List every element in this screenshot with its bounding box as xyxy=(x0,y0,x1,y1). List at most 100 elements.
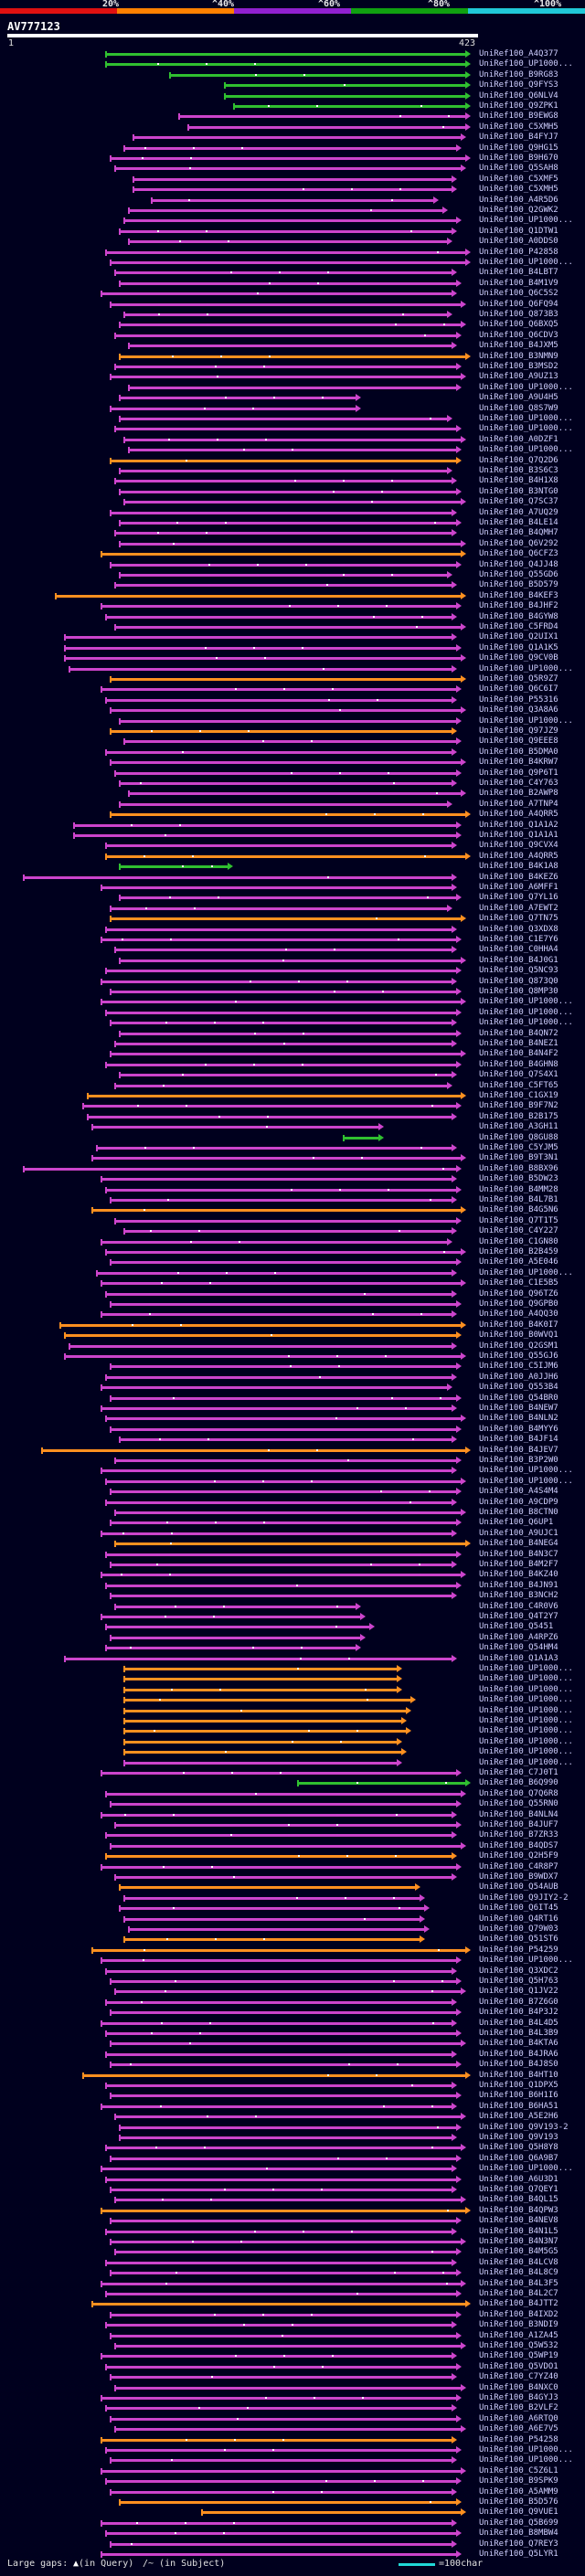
hit-label[interactable]: UniRef100_P42858 xyxy=(479,248,558,257)
hit-label[interactable]: UniRef100_Q5SAH8 xyxy=(479,164,558,173)
hit-row[interactable]: UniRef100_B4P3J2 xyxy=(0,2008,585,2017)
hit-row[interactable]: UniRef100_Q1DPX5 xyxy=(0,2081,585,2090)
hit-label[interactable]: UniRef100_B4LCV8 xyxy=(479,2258,558,2267)
hit-row[interactable]: UniRef100_UP1000... xyxy=(0,1268,585,1277)
hit-row[interactable]: UniRef100_Q9HG15 xyxy=(0,143,585,153)
hit-row[interactable]: UniRef100_B4GYW8 xyxy=(0,612,585,621)
hit-row[interactable]: UniRef100_Q5B699 xyxy=(0,2518,585,2528)
hit-row[interactable]: UniRef100_C1E7Y6 xyxy=(0,935,585,944)
hit-row[interactable]: UniRef100_C4R0V6 xyxy=(0,1602,585,1611)
hit-label[interactable]: UniRef100_UP1000... xyxy=(479,1018,573,1027)
hit-label[interactable]: UniRef100_A4S4M4 xyxy=(479,1487,558,1496)
hit-row[interactable]: UniRef100_UP1000... xyxy=(0,1466,585,1475)
hit-label[interactable]: UniRef100_A4QRR5 xyxy=(479,810,558,819)
hit-label[interactable]: UniRef100_C4Y763 xyxy=(479,779,558,788)
hit-row[interactable]: UniRef100_P54259 xyxy=(0,1945,585,1955)
hit-row[interactable]: UniRef100_C5Z6L1 xyxy=(0,2466,585,2475)
hit-row[interactable]: UniRef100_Q1A1A3 xyxy=(0,1654,585,1663)
hit-label[interactable]: UniRef100_Q4T2Y7 xyxy=(479,1612,558,1621)
hit-row[interactable]: UniRef100_C5XMF5 xyxy=(0,175,585,184)
hit-label[interactable]: UniRef100_UP1000... xyxy=(479,1706,573,1715)
hit-label[interactable]: UniRef100_Q6NLV4 xyxy=(479,91,558,101)
hit-row[interactable]: UniRef100_Q7Q6R8 xyxy=(0,1789,585,1798)
hit-label[interactable]: UniRef100_B4L7B1 xyxy=(479,1195,558,1204)
hit-row[interactable]: UniRef100_B9SPK9 xyxy=(0,2476,585,2486)
hit-row[interactable]: UniRef100_B4N3C7 xyxy=(0,1550,585,1559)
hit-row[interactable]: UniRef100_UP1000... xyxy=(0,997,585,1006)
hit-label[interactable]: UniRef100_B4N3C7 xyxy=(479,1550,558,1559)
hit-label[interactable]: UniRef100_B4K0I7 xyxy=(479,1320,558,1330)
hit-label[interactable]: UniRef100_B4JF14 xyxy=(479,1435,558,1444)
hit-label[interactable]: UniRef100_Q6C6I7 xyxy=(479,684,558,694)
hit-label[interactable]: UniRef100_B4MM28 xyxy=(479,1185,558,1194)
hit-row[interactable]: UniRef100_B3P2W0 xyxy=(0,1456,585,1465)
hit-row[interactable]: UniRef100_UP1000... xyxy=(0,1477,585,1486)
hit-label[interactable]: UniRef100_Q6BXQ5 xyxy=(479,320,558,329)
hit-row[interactable]: UniRef100_Q9VUE1 xyxy=(0,2507,585,2517)
hit-row[interactable]: UniRef100_B4L3B9 xyxy=(0,2029,585,2038)
hit-row[interactable]: UniRef100_Q9EEE8 xyxy=(0,737,585,746)
hit-label[interactable]: UniRef100_A6MFF1 xyxy=(479,883,558,892)
hit-row[interactable]: UniRef100_UP1000... xyxy=(0,1956,585,1965)
hit-row[interactable]: UniRef100_B4MYY6 xyxy=(0,1425,585,1434)
hit-row[interactable]: UniRef100_B3NCH2 xyxy=(0,1591,585,1600)
hit-row[interactable]: UniRef100_A4S4M4 xyxy=(0,1487,585,1496)
hit-row[interactable]: UniRef100_A3GH11 xyxy=(0,1122,585,1131)
hit-row[interactable]: UniRef100_UP1000... xyxy=(0,59,585,69)
hit-label[interactable]: UniRef100_P54258 xyxy=(479,2435,558,2444)
hit-row[interactable]: UniRef100_Q1A1K5 xyxy=(0,643,585,652)
hit-row[interactable]: UniRef100_Q54AUB xyxy=(0,1882,585,1892)
hit-label[interactable]: UniRef100_B6H1I6 xyxy=(479,2091,558,2100)
hit-row[interactable]: UniRef100_P54258 xyxy=(0,2435,585,2444)
hit-row[interactable]: UniRef100_B4JHF2 xyxy=(0,601,585,610)
hit-label[interactable]: UniRef100_B3NMN9 xyxy=(479,352,558,361)
hit-label[interactable]: UniRef100_C4R8P7 xyxy=(479,1862,558,1871)
hit-label[interactable]: UniRef100_Q9FYS3 xyxy=(479,80,558,90)
hit-label[interactable]: UniRef100_Q8S7W9 xyxy=(479,404,558,413)
hit-label[interactable]: UniRef100_UP1000... xyxy=(479,1737,573,1746)
hit-row[interactable]: UniRef100_B3NMN9 xyxy=(0,352,585,361)
hit-row[interactable]: UniRef100_UP1000... xyxy=(0,664,585,673)
hit-row[interactable]: UniRef100_B4JUF7 xyxy=(0,1820,585,1829)
hit-label[interactable]: UniRef100_B9T3N1 xyxy=(479,1153,558,1162)
hit-row[interactable]: UniRef100_A0DZF1 xyxy=(0,435,585,444)
hit-row[interactable]: UniRef100_C4Y763 xyxy=(0,779,585,788)
hit-row[interactable]: UniRef100_Q55RN0 xyxy=(0,1799,585,1808)
hit-label[interactable]: UniRef100_UP1000... xyxy=(479,424,573,433)
hit-label[interactable]: UniRef100_B4J8S0 xyxy=(479,2060,558,2069)
hit-row[interactable]: UniRef100_A6E7V5 xyxy=(0,2424,585,2433)
hit-label[interactable]: UniRef100_Q1A1K5 xyxy=(479,643,558,652)
hit-label[interactable]: UniRef100_Q7YL16 xyxy=(479,893,558,902)
hit-row[interactable]: UniRef100_UP1000... xyxy=(0,1737,585,1746)
hit-row[interactable]: UniRef100_Q6C5S2 xyxy=(0,289,585,298)
hit-label[interactable]: UniRef100_Q1DTW1 xyxy=(479,227,558,236)
hit-label[interactable]: UniRef100_UP1000... xyxy=(479,1685,573,1694)
hit-row[interactable]: UniRef100_B3NTG0 xyxy=(0,487,585,496)
hit-label[interactable]: UniRef100_A0DDS0 xyxy=(479,237,558,246)
hit-row[interactable]: UniRef100_Q7QEY1 xyxy=(0,2185,585,2194)
hit-row[interactable]: UniRef100_Q3A8A6 xyxy=(0,705,585,715)
hit-label[interactable]: UniRef100_C4R0V6 xyxy=(479,1602,558,1611)
hit-row[interactable]: UniRef100_UP1000... xyxy=(0,1758,585,1767)
hit-label[interactable]: UniRef100_UP1000... xyxy=(479,997,573,1006)
hit-row[interactable]: UniRef100_B4HT10 xyxy=(0,2071,585,2080)
hit-label[interactable]: UniRef100_Q9CVX4 xyxy=(479,841,558,850)
hit-row[interactable]: UniRef100_B4GHN8 xyxy=(0,1060,585,1069)
hit-row[interactable]: UniRef100_Q873Q0 xyxy=(0,977,585,986)
hit-row[interactable]: UniRef100_B4NEW7 xyxy=(0,1404,585,1413)
hit-label[interactable]: UniRef100_A3GH11 xyxy=(479,1122,558,1131)
hit-label[interactable]: UniRef100_A6RTQ0 xyxy=(479,2414,558,2423)
hit-row[interactable]: UniRef100_Q6V292 xyxy=(0,539,585,548)
hit-row[interactable]: UniRef100_B4NLN4 xyxy=(0,1810,585,1819)
hit-label[interactable]: UniRef100_Q9ZPK1 xyxy=(479,101,558,111)
hit-row[interactable]: UniRef100_B6H1I6 xyxy=(0,2091,585,2100)
hit-row[interactable]: UniRef100_A4QRR5 xyxy=(0,852,585,861)
hit-row[interactable]: UniRef100_B8BX96 xyxy=(0,1164,585,1173)
hit-label[interactable]: UniRef100_B3NTG0 xyxy=(479,487,558,496)
hit-label[interactable]: UniRef100_Q5W532 xyxy=(479,2341,558,2350)
hit-row[interactable]: UniRef100_A5AMM9 xyxy=(0,2487,585,2496)
hit-label[interactable]: UniRef100_C1E5B5 xyxy=(479,1278,558,1288)
hit-row[interactable]: UniRef100_B4J0G1 xyxy=(0,956,585,965)
hit-label[interactable]: UniRef100_Q4RT16 xyxy=(479,1914,558,1924)
hit-label[interactable]: UniRef100_B4JRA6 xyxy=(479,2050,558,2059)
